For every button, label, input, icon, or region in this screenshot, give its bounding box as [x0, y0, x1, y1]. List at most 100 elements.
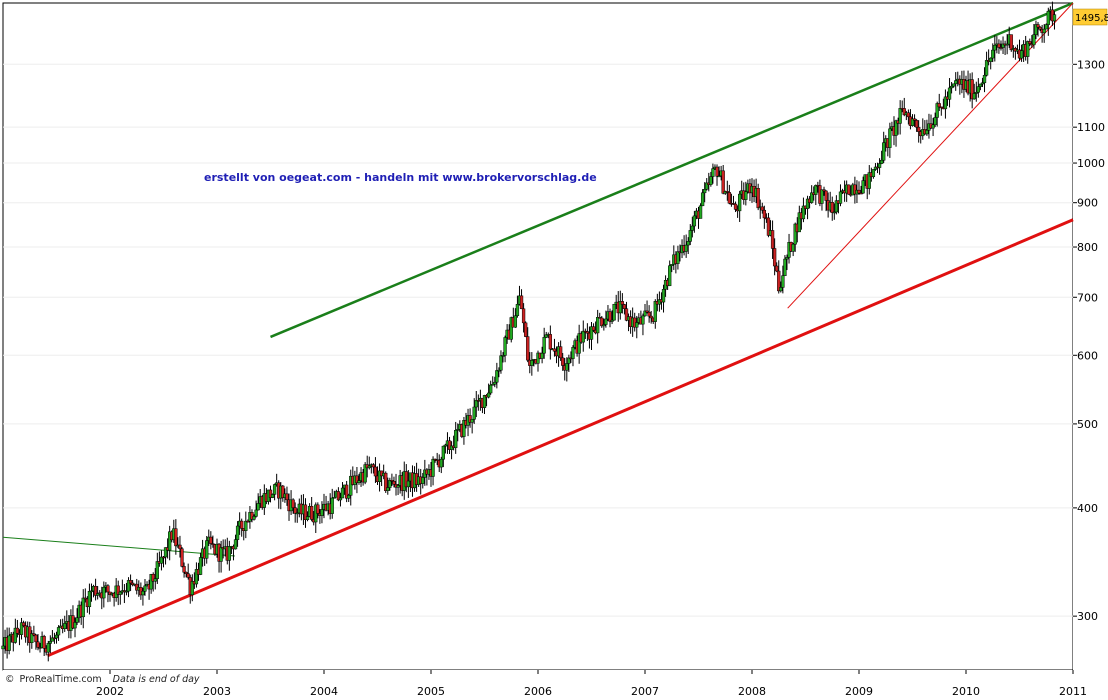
trendline: [46, 218, 1074, 658]
candle-body: [898, 108, 902, 124]
candle-body: [285, 493, 289, 501]
candle-body: [303, 504, 308, 520]
candle-body: [211, 543, 215, 545]
plot-area: [2, 2, 1074, 671]
candle-body: [1044, 24, 1048, 30]
candle-body: [493, 381, 497, 385]
candle-body: [801, 205, 806, 220]
candle-body: [349, 475, 353, 496]
candle-body: [591, 326, 596, 331]
candle-body: [989, 57, 993, 62]
candle-body: [577, 333, 581, 354]
candle-body: [571, 347, 575, 359]
candle-body: [1005, 43, 1009, 46]
candle-body: [733, 203, 738, 210]
candle-body: [320, 509, 324, 516]
candle-body: [711, 168, 715, 177]
candle-body: [330, 497, 334, 514]
candle-body: [174, 528, 178, 547]
candle-body: [715, 166, 719, 177]
candle-body: [363, 464, 367, 483]
y-axis: 300 400 500 600 700 800 900 1000 1100 1300: [1073, 58, 1105, 623]
candle-body: [291, 499, 295, 508]
candle-body: [390, 480, 394, 482]
candle-body: [355, 475, 359, 483]
candle-body: [462, 420, 466, 437]
candle-body: [336, 491, 341, 501]
candle-body: [524, 322, 528, 337]
candle-body: [933, 117, 937, 126]
candle-body: [272, 484, 277, 495]
candle-body: [46, 643, 50, 653]
candle-body: [151, 574, 155, 582]
candle-body: [700, 192, 705, 207]
x-tick-label: 2007: [631, 685, 659, 698]
candle-body: [612, 303, 616, 321]
candle-body: [254, 509, 258, 517]
candle-body: [1052, 14, 1057, 22]
candle-body: [914, 120, 919, 128]
candle-body: [338, 497, 343, 501]
candle-body: [624, 308, 629, 321]
candle-body: [600, 317, 604, 327]
current-price-badge: 1495,8: [1072, 8, 1108, 26]
candle-body: [744, 191, 748, 200]
candle-body: [882, 142, 886, 161]
x-tick-label: 2006: [524, 685, 552, 698]
candle-body: [824, 190, 828, 201]
candle-body: [596, 317, 600, 334]
candle-body: [705, 182, 709, 190]
candle-body: [602, 324, 606, 327]
candle-body: [982, 74, 987, 84]
candle-body: [943, 96, 948, 110]
candle-body: [155, 561, 159, 579]
candle-body: [589, 326, 594, 340]
candle-body: [721, 170, 725, 194]
y-tick-label: 1300: [1077, 58, 1105, 71]
candle-body: [645, 310, 649, 313]
candle-body: [548, 334, 552, 350]
candle-body: [653, 301, 657, 322]
candle-body: [766, 217, 771, 236]
candle-body: [54, 634, 59, 639]
candle-body: [470, 419, 474, 423]
candlestick-series: [1, 1, 1057, 662]
candle-body: [834, 200, 839, 213]
candle-body: [954, 80, 958, 85]
candle-body: [608, 311, 612, 322]
candle-body: [620, 301, 625, 305]
candle-body: [421, 477, 425, 484]
candle-body: [468, 415, 472, 423]
candle-body: [52, 637, 57, 640]
candle-body: [194, 569, 199, 585]
candle-body: [149, 574, 153, 590]
candle-body: [281, 485, 285, 498]
candle-body: [367, 465, 371, 469]
candle-body: [373, 466, 378, 477]
candle-body: [976, 86, 980, 93]
candle-body: [377, 470, 382, 482]
candle-body: [756, 188, 760, 209]
candle-body: [384, 472, 388, 491]
candle-body: [779, 287, 783, 292]
candle-body: [36, 641, 40, 648]
candle-body: [486, 392, 491, 398]
candle-body: [63, 623, 67, 629]
candle-body: [688, 230, 692, 242]
candle-body: [814, 185, 818, 195]
candle-body: [83, 597, 87, 600]
candle-body: [690, 225, 694, 231]
y-tick-label: 1000: [1077, 157, 1105, 170]
candle-body: [244, 520, 248, 531]
candle-body: [610, 319, 614, 322]
candle-body: [1034, 24, 1038, 35]
candle-body: [952, 83, 956, 87]
candle-body: [386, 487, 390, 491]
candle-body: [978, 83, 983, 87]
y-tick-label: 800: [1077, 241, 1098, 254]
candle-body: [219, 547, 223, 562]
candle-body: [668, 265, 672, 287]
candle-body: [762, 209, 766, 219]
x-tick-label: 2008: [738, 685, 766, 698]
